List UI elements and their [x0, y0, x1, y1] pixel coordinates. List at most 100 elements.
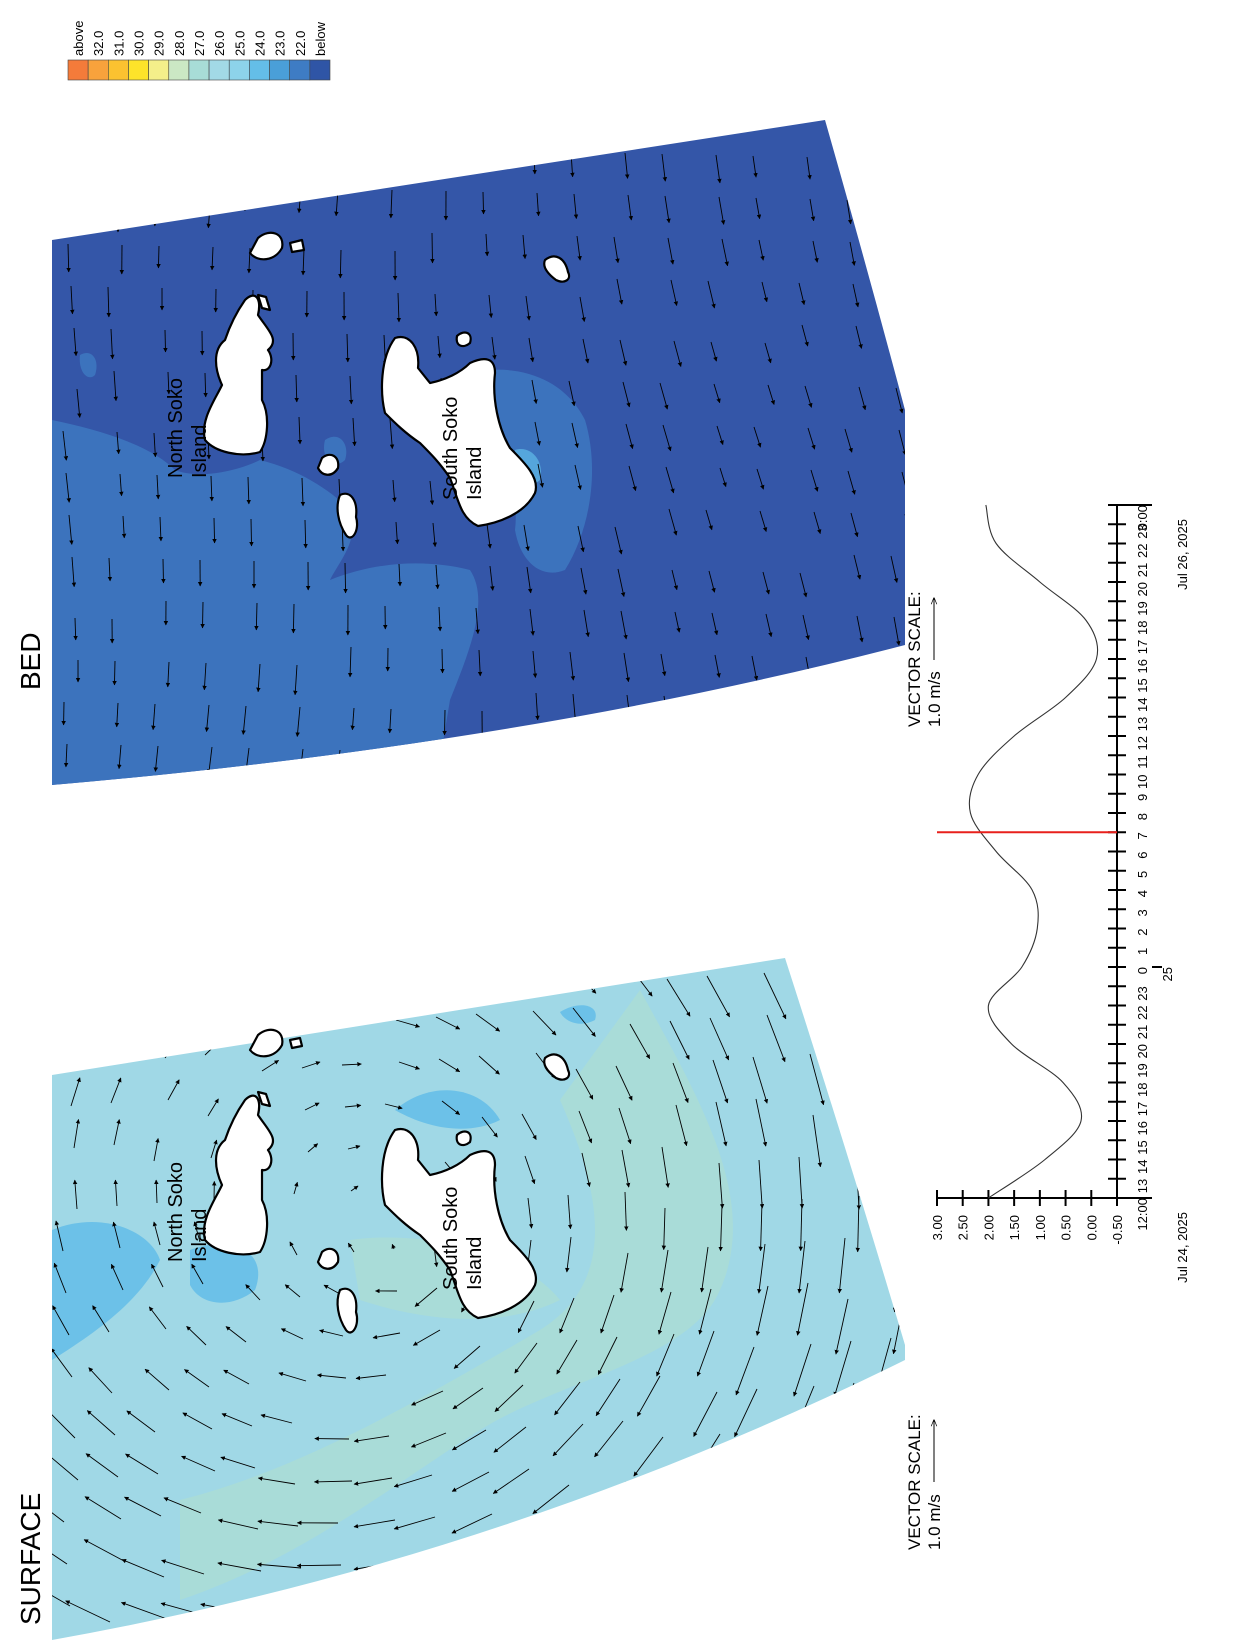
- current-vector: [204, 704, 210, 732]
- legend-swatch: [108, 59, 129, 81]
- current-vector: [717, 696, 724, 721]
- current-vector: [568, 380, 576, 407]
- current-vector: [802, 614, 810, 641]
- temperature-legend: above 32.0 31.0 30.0 29.0 28.0 27.0 26.0 25.0 24.…: [67, 21, 331, 81]
- current-vector: [414, 1287, 438, 1307]
- current-vector: [532, 1010, 557, 1036]
- current-vector: [163, 1497, 202, 1514]
- current-vector: [295, 706, 301, 737]
- current-vector: [529, 608, 535, 636]
- current-vector: [758, 239, 765, 261]
- current-vector: [732, 1430, 761, 1479]
- time-tick-label: 18: [1135, 1083, 1150, 1097]
- current-vector: [203, 372, 208, 398]
- current-vector: [900, 200, 905, 227]
- current-vector: [751, 655, 759, 681]
- value-tick-label: 2.00: [981, 1215, 996, 1240]
- current-vector: [155, 474, 161, 500]
- legend-label: below: [313, 21, 328, 56]
- legend-label: 27.0: [192, 31, 207, 56]
- current-vector: [225, 1326, 247, 1343]
- current-vector: [669, 1620, 716, 1640]
- current-vector: [532, 650, 538, 679]
- value-tick-label: 1.00: [1033, 1215, 1048, 1240]
- time-tick-label: 13: [1135, 1179, 1150, 1193]
- current-vector: [161, 996, 182, 1017]
- surface-south-soko-label: South Soko Island: [440, 1181, 486, 1290]
- current-vector: [772, 1469, 804, 1521]
- current-vector: [254, 602, 259, 631]
- current-vector: [669, 1020, 690, 1060]
- value-tick-label: 0.50: [1059, 1215, 1074, 1240]
- current-vector: [451, 1513, 493, 1534]
- current-vector: [397, 563, 403, 587]
- current-vector: [117, 744, 122, 770]
- current-vector: [846, 1008, 865, 1061]
- current-vector: [106, 286, 111, 318]
- current-vector: [629, 755, 634, 779]
- current-vector: [84, 1496, 122, 1520]
- current-vector: [389, 418, 395, 450]
- current-vector: [837, 1237, 846, 1294]
- current-vector: [313, 1479, 353, 1485]
- current-vector: [61, 958, 86, 962]
- current-vector: [797, 1240, 806, 1294]
- current-vector: [573, 193, 579, 219]
- current-vector: [693, 1391, 718, 1437]
- current-vector: [144, 1368, 170, 1391]
- current-vector: [152, 1221, 161, 1246]
- current-vector: [895, 1150, 901, 1209]
- current-vector: [661, 1146, 670, 1188]
- current-vector: [531, 1526, 573, 1556]
- current-vector: [257, 1519, 299, 1527]
- current-vector: [293, 145, 299, 171]
- current-vector: [799, 572, 808, 598]
- time-tick-label: 5: [1135, 871, 1150, 878]
- current-vector: [161, 1559, 205, 1575]
- current-vector: [392, 479, 397, 503]
- current-vector: [88, 1367, 113, 1394]
- bed-south-islet: [455, 331, 472, 348]
- current-vector: [517, 1300, 535, 1334]
- current-vector: [410, 1432, 447, 1448]
- current-vector: [715, 154, 722, 184]
- current-vector: [572, 1007, 596, 1037]
- current-vector: [481, 1116, 498, 1138]
- current-vector: [531, 1610, 579, 1639]
- surface-north-islet-b: [288, 1036, 304, 1050]
- current-vector: [295, 958, 323, 966]
- time-tick-label: 17: [1135, 640, 1150, 654]
- current-vector: [846, 199, 853, 225]
- current-vector: [278, 1371, 307, 1382]
- current-vector: [384, 1103, 403, 1110]
- current-vector: [711, 612, 719, 636]
- current-vector: [110, 1263, 124, 1291]
- current-vector: [770, 1572, 810, 1621]
- legend-swatch: [269, 59, 290, 81]
- time-tick-label: 12:00: [1135, 1198, 1150, 1231]
- current-vector: [66, 243, 71, 273]
- time-tick-label: 0: [1135, 967, 1150, 974]
- time-tick-label: 6: [1135, 852, 1150, 859]
- time-tick-label: 15: [1135, 1140, 1150, 1154]
- current-vector: [437, 606, 443, 632]
- current-vector: [303, 519, 308, 549]
- current-vector: [889, 284, 897, 311]
- surface-south-soko-line1: South Soko: [440, 1187, 462, 1290]
- current-vector: [849, 1069, 863, 1125]
- current-vector: [619, 339, 628, 366]
- surface-title: SURFACE: [15, 1493, 46, 1625]
- surface-south-islet: [455, 1130, 472, 1147]
- current-vector: [897, 158, 903, 185]
- surface-center-islet-a: [316, 1247, 340, 1270]
- current-vector: [627, 194, 634, 221]
- current-vector: [54, 1220, 64, 1252]
- current-vector: [811, 740, 818, 768]
- surface-cool-patch-north: [395, 1090, 500, 1129]
- current-vector: [666, 756, 672, 781]
- current-vector: [532, 1484, 570, 1515]
- current-vector: [255, 958, 282, 969]
- current-vector: [212, 517, 217, 544]
- current-vector: [767, 384, 776, 405]
